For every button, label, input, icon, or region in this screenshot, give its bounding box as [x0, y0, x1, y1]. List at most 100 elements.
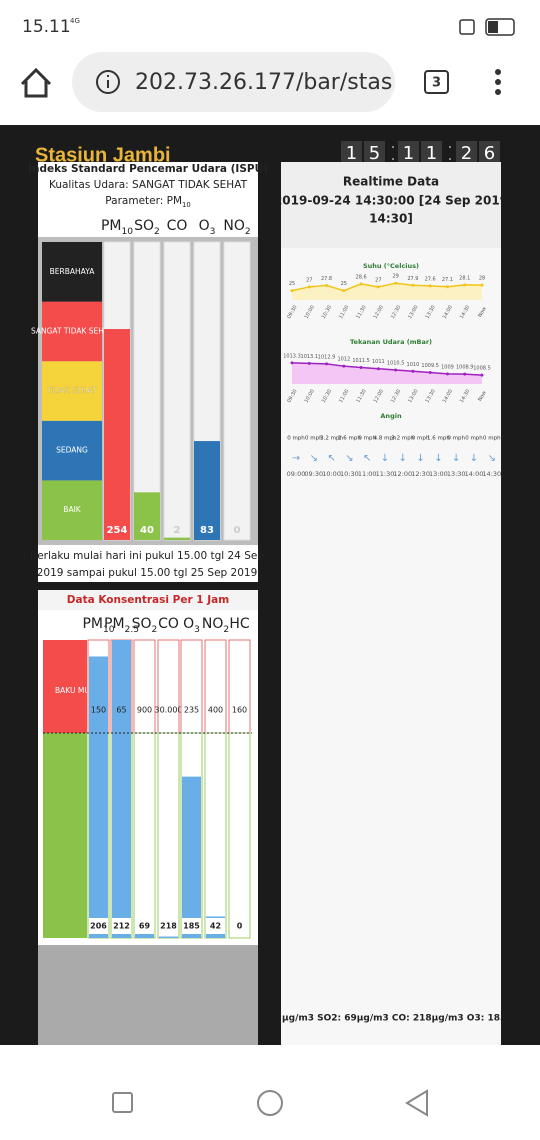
conc-column-label: O3: [183, 616, 200, 635]
chart-point: [290, 289, 294, 293]
point-label: 25: [341, 281, 347, 287]
wind-speed: 0 mph: [412, 436, 430, 442]
value-box: [89, 918, 108, 934]
nav-bar: [0, 1068, 540, 1140]
wind-time: 12:00: [393, 470, 412, 478]
conc-column-label-sub: 10: [103, 625, 115, 635]
level-band: [42, 242, 102, 302]
conc-column-label-main: O: [183, 616, 194, 632]
tabs-button[interactable]: [424, 70, 449, 94]
validity-box: [38, 545, 258, 582]
clock-digit: 1: [346, 143, 357, 164]
chart-title: Tekanan Udara (mBar): [350, 338, 432, 346]
conc-value: 0: [237, 922, 243, 931]
chart-point: [325, 283, 329, 287]
chart-title: Suhu (°Celcius): [363, 262, 419, 270]
conc-footer: [38, 945, 258, 1045]
standard-label: BAKU MUTU: [55, 686, 100, 695]
wind-arrow: →: [292, 453, 300, 464]
col-bottom: [133, 732, 156, 939]
wind-speed: 0 mph: [305, 436, 323, 442]
recent-button[interactable]: [112, 1092, 133, 1113]
point-label: 27: [306, 277, 312, 283]
x-label: Now: [477, 306, 488, 318]
url-group: 202.73.26.177/bar/stasiun: [135, 70, 392, 95]
clock-box: [364, 141, 385, 166]
standard-value: 150: [91, 706, 106, 715]
conc-column-label: HC: [229, 616, 250, 632]
chart-point: [342, 289, 346, 293]
home-nav-button[interactable]: [257, 1090, 283, 1116]
point-label: 25: [289, 281, 295, 287]
col-bottom: [228, 732, 251, 939]
validity-text: Berlaku mulai hari ini pukul 15.00 tgl 2…: [30, 550, 264, 562]
conc-value: 42: [210, 922, 221, 931]
col-top: [133, 639, 156, 734]
ispu-bar: [164, 537, 190, 540]
ispu-value: 40: [140, 525, 154, 536]
chart-point: [394, 281, 398, 285]
point-label: 27.1: [442, 277, 453, 283]
chart-point: [463, 372, 467, 376]
point-label: 1008.9: [456, 365, 474, 371]
standard-value: 400: [208, 706, 223, 715]
wind-speed: 3.2 mph: [391, 436, 414, 442]
menu-button[interactable]: [495, 69, 501, 95]
x-label: Now: [477, 390, 488, 402]
clock-digit: 6: [484, 143, 495, 164]
standard-value: 160: [232, 706, 247, 715]
status-time: 15.11: [22, 17, 71, 37]
status-icons: [459, 18, 515, 36]
conc-column-label-sub: 2: [223, 625, 229, 635]
ispu-column-label-main: O: [199, 218, 210, 234]
point-label: 1011: [372, 359, 385, 365]
wind-arrow: ↓: [381, 453, 389, 464]
realtime-panel: Realtime Data 2019-09-24 14:30:00 [24 Sep…: [281, 162, 501, 1045]
conc-column-label-main: PM: [82, 616, 103, 632]
wind-time: 13:30: [447, 470, 466, 478]
conc-column-label: CO: [158, 616, 179, 632]
point-label: 1011.5: [352, 358, 370, 364]
wind-arrow: ↘: [488, 453, 496, 464]
value-box: [206, 918, 225, 934]
conc-bar: [182, 776, 201, 938]
value-box: [182, 918, 201, 934]
chart-point: [480, 283, 484, 287]
bar-track: [223, 241, 251, 541]
conc-column-label-sub: 3: [194, 625, 200, 635]
clock-box: [341, 141, 362, 166]
wind-speed: 4.8 mph: [374, 436, 397, 442]
conc-column-label-sub: 2: [152, 625, 158, 635]
wind-speed: 0 mph: [287, 436, 305, 442]
conc-column-label: SO2: [132, 616, 158, 635]
conc-value: 212: [113, 922, 130, 931]
point-label: 1009: [441, 364, 454, 370]
wind-arrow: ↓: [434, 453, 442, 464]
wind-time: 13:00: [429, 470, 448, 478]
ispu-value: 2: [174, 525, 181, 536]
url-bar[interactable]: [72, 52, 395, 112]
col-top: [228, 639, 251, 734]
back-button[interactable]: [405, 1089, 428, 1117]
chart-point: [428, 371, 432, 375]
ispu-parameter: Parameter: PM10: [105, 195, 190, 209]
conc-column-label-main: HC: [229, 616, 250, 632]
wind-time: 12:30: [411, 470, 430, 478]
wind-arrow: ↓: [452, 453, 460, 464]
home-button[interactable]: [20, 67, 52, 98]
point-label: 29: [392, 274, 398, 280]
chart-point: [307, 361, 311, 365]
ispu-bar: [104, 329, 130, 540]
ispu-column-label-sub: 10: [121, 227, 133, 237]
wind-arrow: ↘: [345, 453, 353, 464]
ispu-columns-row: [38, 212, 258, 237]
conc-column-label: PM2.5: [104, 616, 139, 635]
conc-column-label-main: PM: [104, 616, 125, 632]
conc-value: 218: [160, 922, 177, 931]
chart-point: [463, 283, 467, 287]
clock-colon: [392, 158, 394, 160]
conc-column-label: NO2: [202, 616, 229, 635]
conc-column-label-main: SO: [132, 616, 152, 632]
